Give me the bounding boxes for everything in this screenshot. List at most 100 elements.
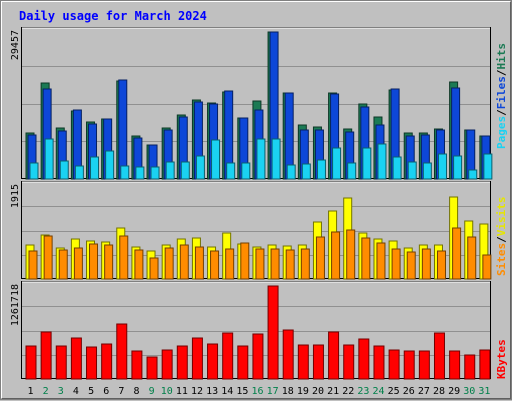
- visits-sites-bar-sites: [58, 249, 68, 280]
- x-tick-label: 16: [251, 386, 263, 397]
- kbytes-bar-kbytes: [373, 345, 385, 380]
- x-tick-label: 7: [118, 386, 124, 397]
- kbytes-bar-kbytes: [433, 332, 445, 380]
- visits-sites-ymax-label: 1915: [10, 184, 21, 208]
- hits-files-pages-bar-pages: [468, 169, 478, 180]
- x-tick-label: 2: [43, 386, 49, 397]
- visits-sites-bar-sites: [255, 248, 265, 280]
- x-tick-label: 14: [221, 386, 233, 397]
- visits-sites-bar-sites: [452, 227, 462, 280]
- kbytes-bar-kbytes: [418, 350, 430, 380]
- hits-files-pages-bar-pages: [316, 159, 326, 180]
- kbytes-bar-kbytes: [449, 350, 461, 380]
- kbytes-bar-kbytes: [403, 350, 415, 380]
- visits-sites-bar-sites: [240, 242, 250, 280]
- kbytes-bar-kbytes: [328, 331, 340, 380]
- x-tick-label: 30: [463, 386, 475, 397]
- x-tick-label: 24: [373, 386, 385, 397]
- hits-files-pages-bar-pages: [195, 155, 205, 180]
- visits-sites-bar-sites: [346, 229, 356, 280]
- x-tick-label: 26: [403, 386, 415, 397]
- hits-files-pages-bar-pages: [211, 139, 221, 180]
- kbytes-bar-kbytes: [358, 338, 370, 380]
- kbytes-bar-kbytes: [101, 343, 113, 380]
- legend-hits-files-pages-entry: Hits: [495, 43, 508, 70]
- kbytes-bar-kbytes: [222, 332, 234, 380]
- legend-hits-files-pages-entry: Pages: [495, 116, 508, 149]
- hits-files-pages-bar-pages: [59, 160, 69, 180]
- x-tick-label: 8: [133, 386, 139, 397]
- kbytes-bar-kbytes: [146, 356, 158, 380]
- hits-files-pages-bar-files: [118, 79, 128, 180]
- x-tick-label: 9: [149, 386, 155, 397]
- kbytes-bar-kbytes: [237, 345, 249, 380]
- legend-hits-files-pages: Pages/Files/Hits: [495, 43, 508, 149]
- hits-files-pages-bar-pages: [377, 143, 387, 180]
- visits-sites-bar-sites: [89, 243, 99, 280]
- x-tick-label: 1: [28, 386, 34, 397]
- hits-files-pages-bar-pages: [135, 166, 145, 180]
- kbytes-bar-kbytes: [479, 349, 491, 380]
- hits-files-pages-bar-pages: [90, 156, 100, 180]
- kbytes-bar-kbytes: [282, 329, 294, 380]
- kbytes-bar-kbytes: [70, 337, 82, 380]
- legend-sites-visits-entry: /: [495, 236, 508, 243]
- visits-sites-bar-sites: [119, 235, 129, 280]
- kbytes-bar-kbytes: [40, 331, 52, 380]
- kbytes-bar-kbytes: [464, 354, 476, 380]
- x-tick-label: 20: [312, 386, 324, 397]
- kbytes-bar-kbytes: [161, 349, 173, 380]
- hits-files-pages-bar-pages: [150, 166, 160, 180]
- visits-sites-bar-sites: [194, 246, 204, 280]
- x-tick-label: 25: [388, 386, 400, 397]
- x-tick-label: 5: [88, 386, 94, 397]
- hits-files-pages-bar-pages: [437, 153, 447, 180]
- visits-sites-bar-sites: [406, 251, 416, 280]
- legend-hits-files-pages-entry: Files: [495, 76, 508, 109]
- visits-sites-bar-sites: [104, 244, 114, 280]
- hits-files-pages-bar-pages: [332, 147, 342, 180]
- hits-files-pages-bar-pages: [422, 162, 432, 180]
- kbytes-bar-kbytes: [55, 345, 67, 380]
- hits-files-pages-bar-pages: [74, 165, 84, 180]
- hits-files-pages-bar-pages: [44, 138, 54, 180]
- kbytes-bar-kbytes: [252, 333, 264, 380]
- visits-sites-bar-sites: [270, 248, 280, 280]
- hits-files-pages-bar-pages: [105, 150, 115, 180]
- x-tick-label: 13: [206, 386, 218, 397]
- kbytes-bar-kbytes: [116, 323, 128, 380]
- hits-files-pages-bar-pages: [241, 162, 251, 180]
- hits-files-pages-bar-pages: [286, 164, 296, 180]
- x-tick-label: 11: [176, 386, 188, 397]
- visits-sites-bar-sites: [436, 250, 446, 280]
- hits-files-pages-ymax-label: 29457: [10, 30, 21, 60]
- legend-kbytes: KBytes: [495, 339, 508, 379]
- kbytes-ymax-label: 1261718: [10, 284, 21, 326]
- x-tick-label: 4: [73, 386, 79, 397]
- kbytes-bar-kbytes: [297, 344, 309, 380]
- visits-sites-bar-sites: [467, 236, 477, 280]
- visits-sites-bar-sites: [331, 231, 341, 280]
- x-tick-label: 23: [357, 386, 369, 397]
- legend-sites-visits: Sites/Visits: [495, 197, 508, 277]
- hits-files-pages-bar-pages: [29, 162, 39, 180]
- x-tick-label: 29: [448, 386, 460, 397]
- legend-hits-files-pages-entry: /: [495, 69, 508, 76]
- legend-hits-files-pages-entry: /: [495, 109, 508, 116]
- hits-files-pages-bar-pages: [120, 165, 130, 180]
- visits-sites-bar-sites: [391, 248, 401, 280]
- kbytes-bar-kbytes: [388, 349, 400, 380]
- hits-files-pages-bar-pages: [453, 155, 463, 180]
- x-tick-label: 17: [267, 386, 279, 397]
- kbytes-bar-kbytes: [25, 345, 37, 380]
- hits-files-pages-bar-pages: [347, 162, 357, 180]
- x-tick-label: 28: [433, 386, 445, 397]
- x-tick-label: 6: [103, 386, 109, 397]
- hits-files-pages-bar-pages: [483, 153, 493, 180]
- x-tick-label: 21: [327, 386, 339, 397]
- x-tick-label: 19: [297, 386, 309, 397]
- visits-sites-bar-sites: [164, 247, 174, 280]
- hits-files-pages-bar-pages: [362, 147, 372, 180]
